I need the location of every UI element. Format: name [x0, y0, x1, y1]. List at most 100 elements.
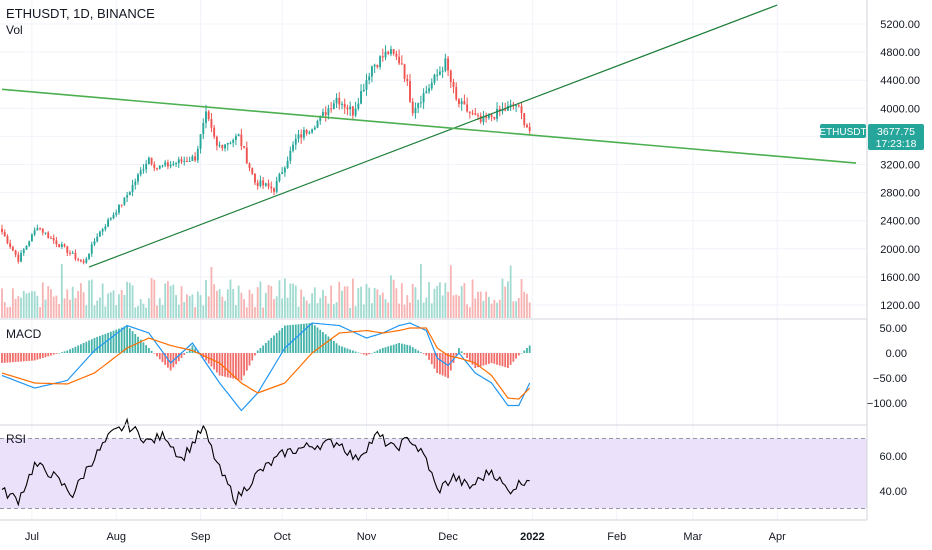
- candle-body: [346, 107, 349, 110]
- volume-bar: [354, 306, 357, 318]
- macd-histogram-bar: [90, 339, 93, 353]
- rsi-panel: [0, 417, 867, 509]
- candle-body: [313, 127, 316, 130]
- macd-histogram-bar: [313, 325, 316, 353]
- macd-histogram-bar: [243, 353, 245, 376]
- macd-histogram-bar: [338, 345, 341, 353]
- volume-bar: [504, 286, 507, 318]
- signal-line: [1, 327, 531, 400]
- volume-bar: [22, 290, 25, 318]
- candle-body: [221, 145, 224, 149]
- candle-body: [147, 157, 150, 164]
- candle-body: [66, 246, 69, 253]
- candle-body: [428, 88, 430, 92]
- macd-line: [1, 322, 531, 412]
- candle-body: [145, 163, 148, 170]
- volume-bar: [93, 305, 96, 318]
- macd-histogram-bar: [392, 344, 395, 353]
- macd-histogram-bar: [262, 345, 265, 353]
- volume-bar: [205, 280, 207, 318]
- macd-histogram-bar: [25, 353, 28, 362]
- volume-bar: [327, 303, 330, 318]
- macd-histogram-bar: [158, 353, 161, 360]
- volume-bar: [458, 295, 460, 318]
- macd-histogram-bar: [289, 325, 292, 353]
- macd-histogram-bar: [376, 350, 379, 353]
- volume-bar: [6, 307, 9, 318]
- macd-histogram-bar: [118, 328, 120, 353]
- macd-histogram-bar: [311, 323, 313, 353]
- rsi-axis[interactable]: 60.00 40.00: [879, 451, 907, 498]
- candle-body: [240, 134, 243, 147]
- macd-histogram-bar: [41, 353, 44, 358]
- ascending-trendline[interactable]: [88, 4, 778, 268]
- candle-body: [71, 252, 74, 254]
- volume-bar: [468, 307, 471, 318]
- candle-body: [44, 232, 47, 234]
- volume-bar: [55, 295, 58, 318]
- candle-body: [283, 167, 286, 173]
- volume-bar: [371, 303, 373, 318]
- candle-body: [183, 160, 186, 162]
- candle-body: [90, 244, 93, 254]
- candle-body: [180, 159, 183, 162]
- candle-body: [98, 231, 101, 237]
- macd-histogram-bar: [115, 329, 118, 353]
- macd-histogram-bar: [226, 353, 229, 378]
- macd-histogram-bar: [398, 343, 401, 353]
- macd-histogram-bar: [180, 353, 183, 358]
- volume-bar: [96, 300, 99, 318]
- candle-body: [444, 58, 447, 71]
- candle-body: [390, 49, 392, 54]
- volume-bar: [251, 293, 254, 318]
- candle-body: [515, 105, 518, 107]
- macd-histogram-bar: [88, 340, 90, 353]
- volume-bar: [509, 265, 512, 318]
- candle-body: [365, 80, 368, 90]
- volume-bar: [425, 297, 428, 318]
- volume-bars: [1, 263, 531, 318]
- candle-body: [305, 130, 308, 134]
- candle-body: [351, 106, 354, 116]
- volume-bar: [501, 278, 504, 318]
- volume-bar: [218, 289, 221, 318]
- candle-body: [150, 157, 153, 165]
- time-tick-label: 2022: [520, 531, 544, 543]
- macd-histogram-bar: [186, 351, 188, 353]
- candle-body: [433, 74, 436, 83]
- candle-body: [229, 142, 232, 144]
- candle-body: [425, 91, 428, 94]
- descending-trendline[interactable]: [1, 88, 857, 164]
- macd-histogram-bar: [406, 344, 409, 353]
- time-tick-label: Nov: [357, 531, 377, 543]
- time-tick-label: Dec: [438, 531, 458, 543]
- macd-histogram-bar: [452, 353, 455, 363]
- candle-body: [194, 156, 197, 161]
- volume-bar: [90, 279, 93, 318]
- candle-body: [131, 184, 134, 193]
- macd-histogram-bar: [270, 338, 273, 353]
- candle-body: [123, 197, 126, 205]
- volume-bar: [215, 290, 218, 318]
- volume-bar: [343, 286, 346, 318]
- candle-body: [6, 236, 9, 244]
- candle-body: [128, 192, 131, 196]
- macd-histogram-bar: [493, 353, 496, 364]
- countdown-timer: 17:23:18: [876, 138, 917, 150]
- time-axis[interactable]: Jul Aug Sep Oct Nov Dec 2022 Feb Mar Apr: [25, 531, 786, 543]
- volume-bar: [297, 306, 300, 318]
- trendlines[interactable]: [1, 4, 857, 268]
- price-axis[interactable]: 5200.004800.004400.004000.003600.003200.…: [880, 19, 920, 312]
- candle-body: [47, 232, 50, 238]
- candle-body: [324, 112, 327, 116]
- last-price-badge[interactable]: ETHUSDT 3677.75 17:23:18: [819, 124, 924, 150]
- volume-bar: [278, 280, 281, 318]
- macd-histogram-bar: [139, 339, 142, 353]
- volume-bar: [322, 289, 324, 318]
- macd-histogram-bar: [360, 353, 362, 354]
- macd-histogram-bar: [123, 326, 126, 353]
- macd-histogram-bar: [147, 348, 150, 353]
- candle-body: [292, 144, 294, 151]
- macd-axis[interactable]: 50.00 0.00 −50.00 −100.00: [867, 323, 907, 410]
